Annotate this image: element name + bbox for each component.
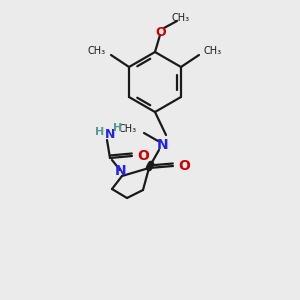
Text: CH₃: CH₃ — [204, 46, 222, 56]
Text: H: H — [95, 127, 105, 137]
Text: CH₃: CH₃ — [88, 46, 106, 56]
Text: O: O — [137, 149, 149, 163]
Text: CH₃: CH₃ — [119, 124, 137, 134]
Text: N: N — [157, 138, 169, 152]
Text: O: O — [156, 26, 166, 38]
Text: CH₃: CH₃ — [172, 13, 190, 23]
Text: N: N — [105, 128, 115, 140]
Text: O: O — [178, 159, 190, 173]
Text: N: N — [115, 164, 127, 178]
Text: H: H — [113, 123, 123, 133]
